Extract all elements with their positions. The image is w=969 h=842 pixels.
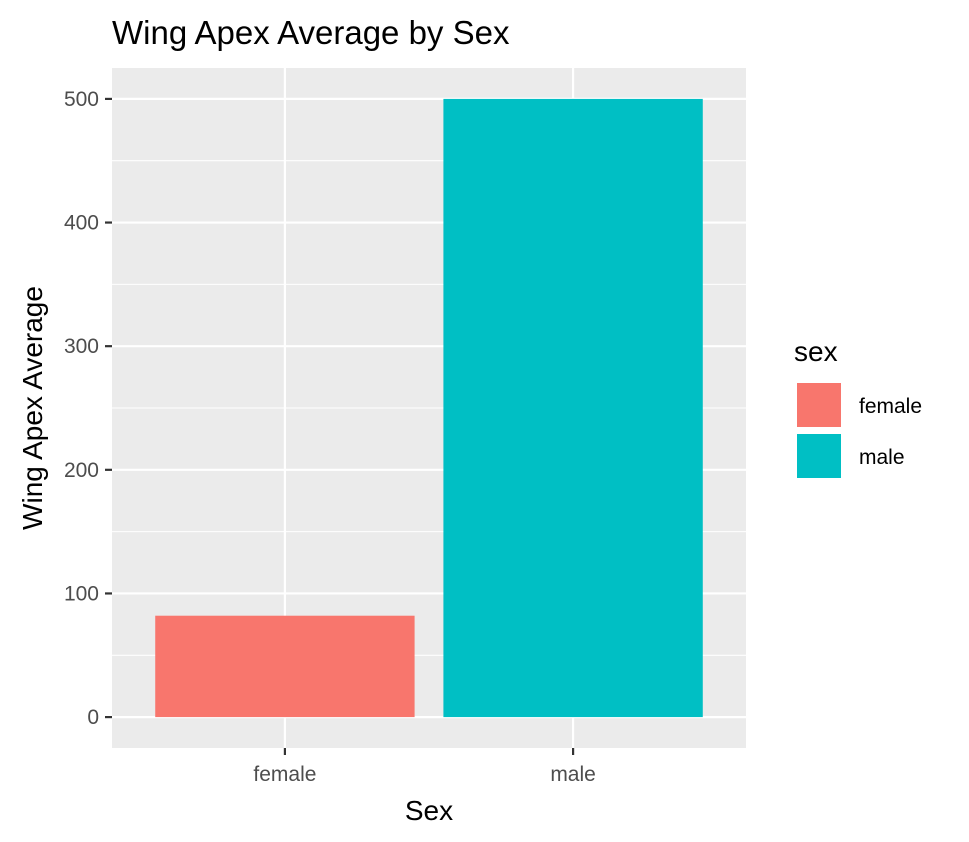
legend-title: sex — [794, 336, 838, 367]
y-tick-label: 400 — [64, 212, 99, 235]
y-tick-label: 200 — [64, 459, 99, 482]
legend: sex female male — [794, 336, 922, 480]
legend-label-female: female — [859, 395, 922, 418]
bar-female — [155, 615, 415, 718]
x-axis: female male — [253, 748, 596, 786]
y-axis-title: Wing Apex Average — [17, 286, 48, 530]
x-tick-label-female: female — [253, 763, 316, 786]
bar-male — [443, 98, 703, 718]
y-tick-label: 300 — [64, 335, 99, 358]
y-tick-label: 0 — [87, 706, 99, 729]
legend-key-female — [795, 381, 843, 429]
y-axis: 0 100 200 300 400 500 — [64, 88, 112, 729]
y-tick-label: 100 — [64, 582, 99, 605]
y-tick-label: 500 — [64, 88, 99, 111]
x-axis-title: Sex — [405, 795, 453, 826]
chart-title: Wing Apex Average by Sex — [112, 14, 510, 51]
legend-key-male — [795, 432, 843, 480]
x-tick-label-male: male — [550, 763, 596, 786]
bars — [155, 98, 703, 718]
legend-label-male: male — [859, 446, 905, 469]
